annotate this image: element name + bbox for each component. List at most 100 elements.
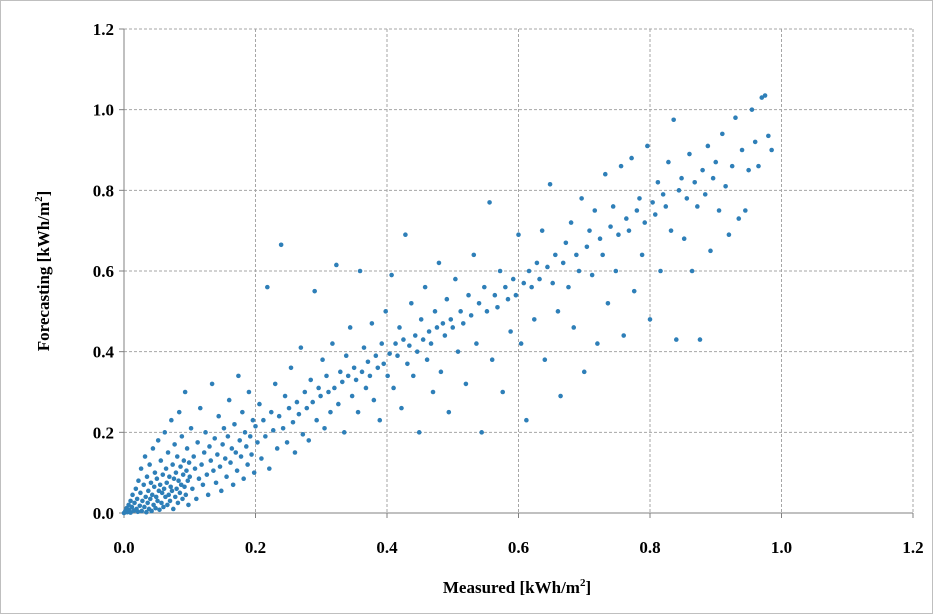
data-point — [602, 171, 608, 177]
data-point — [339, 379, 345, 385]
data-point — [357, 268, 363, 274]
data-point — [204, 472, 210, 477]
data-point — [613, 268, 619, 274]
data-point — [169, 488, 175, 494]
data-point — [179, 434, 185, 439]
data-point — [705, 143, 711, 149]
data-point — [389, 272, 394, 278]
data-point — [671, 117, 676, 123]
data-point — [397, 325, 402, 330]
data-point — [334, 262, 339, 268]
data-point — [142, 504, 147, 510]
data-point — [242, 430, 248, 435]
data-point — [133, 486, 139, 492]
data-point — [226, 397, 232, 403]
data-point — [558, 393, 563, 399]
data-point — [243, 444, 249, 449]
data-point — [324, 373, 329, 379]
data-point — [495, 305, 500, 310]
data-point — [176, 478, 181, 484]
data-point — [304, 405, 310, 411]
grid-lines — [124, 28, 914, 513]
axes — [119, 28, 914, 518]
data-point — [412, 333, 418, 338]
data-point — [216, 413, 221, 419]
data-point — [637, 196, 642, 201]
data-point — [280, 426, 286, 431]
data-point — [161, 486, 167, 492]
data-point — [318, 393, 323, 399]
data-point — [626, 228, 632, 233]
data-point — [150, 446, 156, 451]
data-point — [162, 430, 168, 435]
data-point — [221, 426, 227, 431]
data-point — [288, 365, 294, 371]
data-point — [537, 276, 542, 282]
data-point — [610, 204, 616, 209]
data-point — [713, 159, 719, 165]
data-point — [142, 454, 148, 459]
y-tick-label: 1.0 — [93, 101, 114, 120]
data-point — [197, 405, 203, 411]
data-point — [595, 341, 600, 346]
data-point — [274, 446, 280, 451]
data-point — [236, 373, 241, 379]
data-point — [182, 484, 187, 490]
data-point — [268, 409, 274, 415]
data-point — [158, 458, 164, 463]
data-point — [347, 325, 353, 330]
data-point — [135, 509, 141, 515]
data-point — [132, 500, 137, 506]
data-point — [466, 292, 471, 298]
data-point — [385, 373, 390, 379]
x-tick-label: 1.2 — [902, 538, 923, 557]
data-point — [749, 107, 755, 112]
x-tick-label: 0.8 — [639, 538, 660, 557]
data-point — [148, 480, 154, 486]
data-point — [184, 446, 190, 451]
data-point — [746, 167, 751, 173]
data-point — [184, 468, 189, 473]
data-point — [180, 496, 185, 502]
data-point — [148, 496, 153, 502]
data-point — [182, 389, 188, 395]
data-point — [144, 474, 150, 480]
data-point — [723, 184, 728, 189]
data-point — [229, 446, 235, 451]
data-point — [230, 482, 236, 488]
data-point — [631, 288, 637, 294]
data-point — [341, 430, 347, 435]
data-point — [621, 333, 626, 338]
data-point — [292, 450, 298, 455]
data-point — [296, 411, 302, 417]
data-point — [167, 474, 172, 480]
data-point — [208, 458, 214, 463]
data-point — [409, 300, 414, 306]
data-point — [377, 417, 383, 423]
data-point — [343, 353, 349, 359]
data-point — [128, 498, 133, 504]
y-tick-label: 0.8 — [93, 181, 114, 200]
data-point — [253, 423, 258, 429]
data-point — [684, 196, 690, 201]
data-point — [534, 260, 540, 266]
data-point — [446, 409, 452, 415]
data-point — [666, 159, 671, 165]
data-point — [136, 478, 141, 484]
data-point — [383, 309, 388, 314]
data-point — [539, 228, 545, 233]
data-point — [729, 163, 735, 169]
data-point — [286, 405, 292, 411]
data-point — [209, 381, 215, 387]
data-point — [200, 482, 206, 488]
data-point — [587, 228, 592, 233]
data-point — [424, 357, 430, 363]
data-point — [553, 252, 558, 258]
data-point — [163, 494, 168, 500]
data-point — [710, 175, 716, 181]
data-point — [608, 224, 613, 229]
data-point — [658, 268, 663, 274]
data-point — [422, 284, 428, 290]
data-point — [164, 480, 170, 486]
data-point — [381, 361, 387, 367]
